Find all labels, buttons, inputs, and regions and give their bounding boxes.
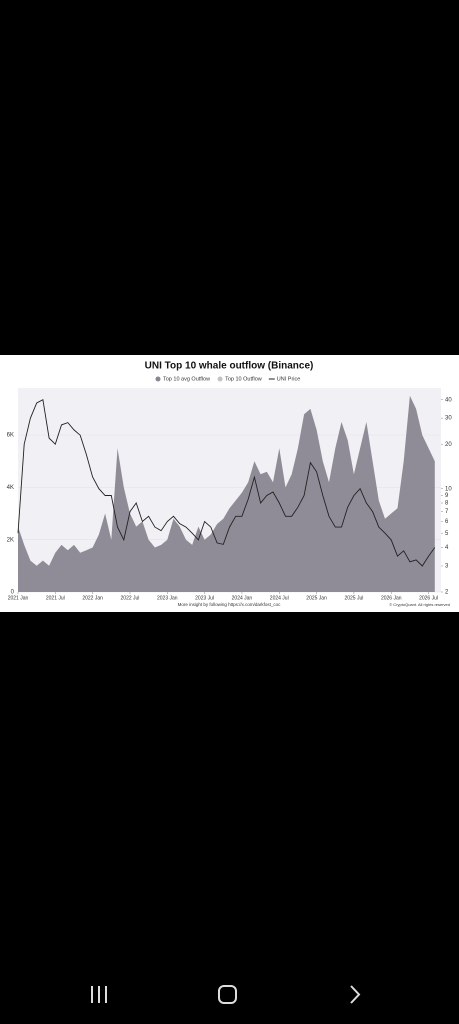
legend-swatch [217, 376, 223, 382]
x-tick-label: 2023 Jul [195, 595, 214, 601]
legend-label: UNI Price [277, 376, 301, 382]
nav-bar [91, 985, 361, 1004]
x-tick-label: 2021 Jul [46, 595, 65, 601]
y-tick-label: 0 [11, 590, 15, 596]
y-tick-label: 2K [7, 537, 14, 543]
y-tick-label: 6K [7, 433, 14, 439]
legend-swatch [155, 376, 161, 382]
y2-tick-label: 2 [445, 590, 449, 596]
x-tick-label: 2023 Jan [157, 595, 178, 601]
x-tick-label: 2025 Jan [306, 595, 327, 601]
y2-tick-label: 20 [445, 442, 452, 448]
legend-label: Top 10 avg Outflow [163, 376, 210, 382]
legend-label: Top 10 Outflow [225, 376, 262, 382]
chart-title: UNI Top 10 whale outflow (Binance) [145, 361, 314, 372]
x-tick-label: 2025 Jul [344, 595, 363, 601]
area [18, 395, 435, 592]
y2-tick-label: 6 [445, 519, 449, 525]
y2-tick-label: 9 [445, 493, 449, 499]
y2-tick-label: 40 [445, 397, 452, 403]
y2-tick-label: 7 [445, 509, 449, 515]
home-icon[interactable] [218, 985, 237, 1004]
y-tick-label: 4K [7, 485, 14, 491]
x-tick-label: 2022 Jul [121, 595, 140, 601]
y2-tick-label: 3 [445, 564, 449, 570]
back-icon[interactable] [350, 985, 361, 1004]
y2-tick-label: 30 [445, 416, 452, 422]
copyright: © CryptoQuant. All rights reserved [389, 602, 450, 607]
footer: More insight by following https://x.com/… [178, 602, 282, 607]
x-tick-label: 2024 Jul [270, 595, 289, 601]
y2-tick-label: 10 [445, 486, 452, 492]
x-tick-label: 2021 Jan [8, 595, 29, 601]
x-tick-label: 2022 Jan [82, 595, 103, 601]
y2-tick-label: 5 [445, 531, 449, 537]
price-line [17, 399, 436, 567]
y2-tick-label: 4 [445, 545, 449, 551]
x-tick-label: 2026 Jan [381, 595, 402, 601]
y2-tick-label: 8 [445, 501, 449, 507]
x-tick-label: 2026 Jul [419, 595, 438, 601]
x-tick-label: 2024 Jan [232, 595, 253, 601]
